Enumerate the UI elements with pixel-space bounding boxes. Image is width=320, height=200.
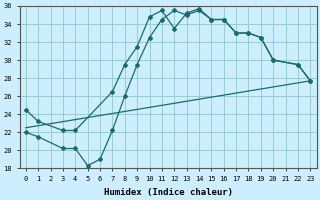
X-axis label: Humidex (Indice chaleur): Humidex (Indice chaleur) [104,188,233,197]
